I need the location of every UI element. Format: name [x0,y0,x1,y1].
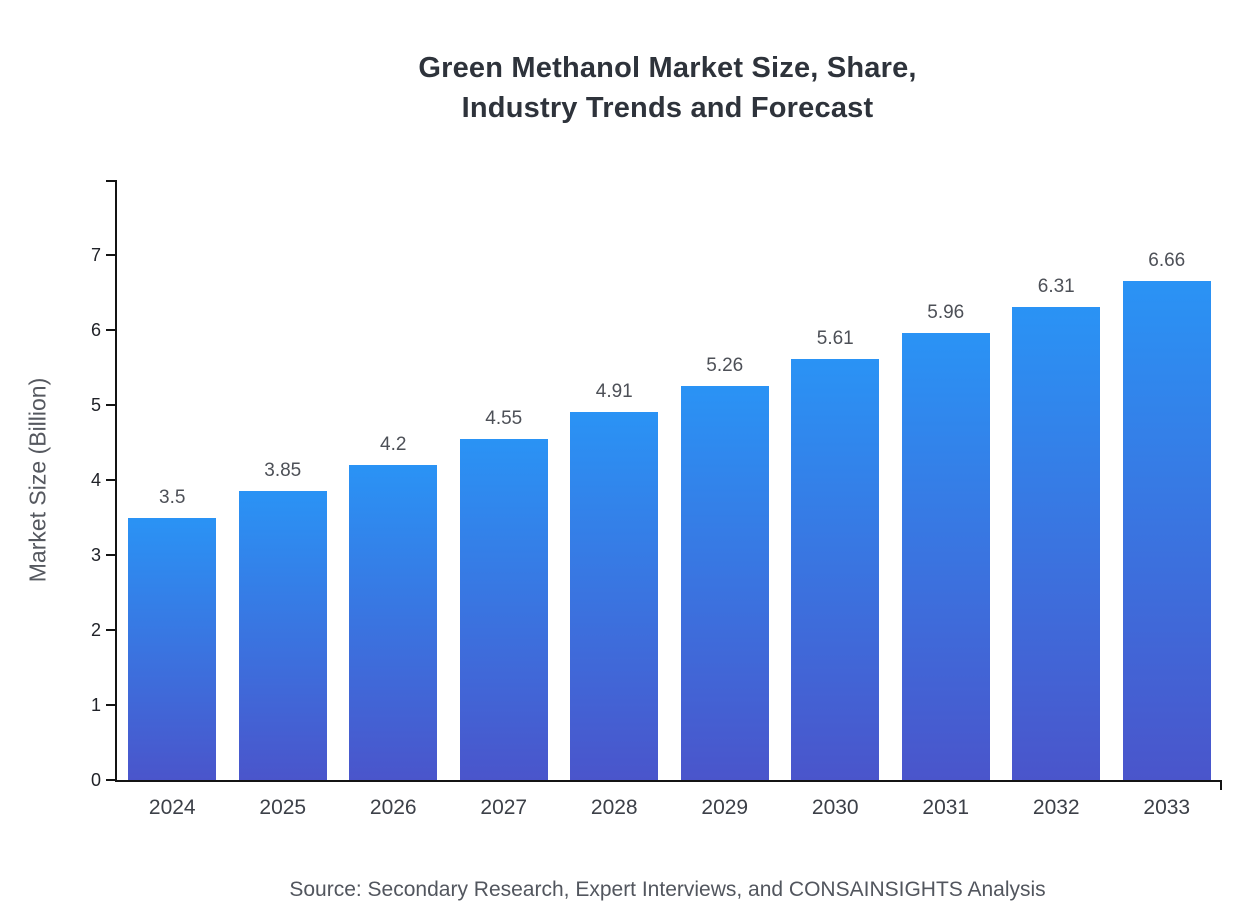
bar [459,438,548,780]
y-axis-tick-label: 0 [90,770,101,790]
plot-area: 0 1 2 3 4 5 6 7 3.5 2024 3.85 2025 4.2 2026 4.55 2027 4.… [91,180,1222,819]
bar [901,333,990,780]
bar [128,517,217,780]
bar [238,491,327,780]
x-axis-label: 2024 [148,796,196,819]
bar-value-label: 4.55 [485,407,523,429]
chart-title: Green Methanol Market Size, Share, Indus… [115,48,1220,128]
chart-title-line1: Green Methanol Market Size, Share, [418,52,917,84]
x-axis-label: 2031 [922,796,970,819]
bar [791,359,880,780]
source-caption: Source: Secondary Research, Expert Inter… [289,878,1046,901]
y-axis-tick-label: 1 [90,695,101,715]
y-axis-end-tick [106,180,115,182]
y-axis-tick [106,254,115,256]
bar [1122,280,1211,780]
bar-value-label: 4.91 [595,380,633,402]
bar [349,465,438,780]
bar-value-label: 4.2 [380,434,407,455]
x-axis-label: 2027 [480,796,528,819]
x-axis-end-tick [1220,782,1222,790]
x-axis-label: 2029 [701,796,749,819]
y-axis-tick [106,404,115,406]
y-axis-tick-label: 3 [90,545,101,565]
y-axis-tick-label: 7 [90,245,101,265]
bar-value-label: 6.66 [1148,249,1186,271]
bar-value-label: 5.26 [706,354,744,376]
x-axis-label: 2033 [1143,796,1191,819]
bar [1012,306,1101,780]
y-axis-tick-label: 6 [90,320,101,340]
bar-value-label: 6.31 [1037,275,1075,297]
y-axis-tick [106,779,115,781]
y-axis-tick [106,554,115,556]
bar-value-label: 5.96 [927,302,965,323]
chart-title-line2: Industry Trends and Forecast [461,92,874,124]
bar-value-label: 3.5 [159,486,186,508]
y-axis-tick [106,629,115,631]
bar-value-label: 5.61 [816,328,854,350]
y-axis-tick-label: 2 [90,620,101,640]
y-axis-tick [106,329,115,331]
y-axis-tick-label: 5 [90,395,101,415]
y-axis-title: Market Size (Billion) [24,377,51,583]
x-axis-label: 2030 [811,796,859,819]
x-axis-label: 2032 [1032,796,1080,819]
x-axis-label: 2026 [369,796,417,819]
y-axis-tick [106,479,115,481]
y-axis-tick [106,704,115,706]
bar [680,385,769,780]
x-axis-label: 2025 [259,796,307,819]
y-axis-tick-label: 4 [90,470,101,490]
bar-value-label: 3.85 [264,460,302,482]
bar [570,411,659,780]
x-axis-label: 2028 [590,796,638,819]
